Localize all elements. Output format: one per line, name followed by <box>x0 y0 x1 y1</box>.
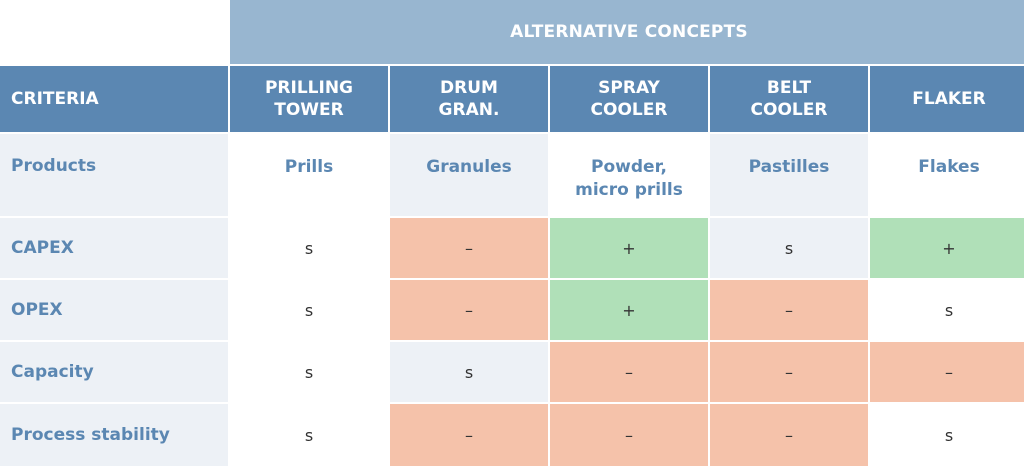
cell-opex-drum-gran: – <box>390 280 548 340</box>
cell-capacity-belt-cooler: – <box>710 342 868 402</box>
cell-capacity-prilling-tower: s <box>230 342 388 402</box>
cell-stability-belt-cooler: – <box>710 404 868 466</box>
column-header-belt-cooler: BELT COOLER <box>710 66 868 132</box>
criterion-capacity: Capacity <box>0 342 228 402</box>
column-header-spray-cooler: SPRAY COOLER <box>550 66 708 132</box>
cell-products-flaker: Flakes <box>870 134 1024 216</box>
cell-capex-spray-cooler: + <box>550 218 708 278</box>
column-header-drum-gran: DRUM GRAN. <box>390 66 548 132</box>
cell-opex-prilling-tower: s <box>230 280 388 340</box>
cell-capex-prilling-tower: s <box>230 218 388 278</box>
cell-stability-spray-cooler: – <box>550 404 708 466</box>
cell-stability-flaker: s <box>870 404 1024 466</box>
cell-products-spray-cooler: Powder, micro prills <box>550 134 708 216</box>
criterion-capex: CAPEX <box>0 218 228 278</box>
cell-opex-belt-cooler: – <box>710 280 868 340</box>
criterion-opex: OPEX <box>0 280 228 340</box>
column-header-prilling-tower: PRILLING TOWER <box>230 66 388 132</box>
alternative-concepts-header: ALTERNATIVE CONCEPTS <box>230 0 1024 64</box>
cell-opex-spray-cooler: + <box>550 280 708 340</box>
column-header-flaker: FLAKER <box>870 66 1024 132</box>
cell-stability-prilling-tower: s <box>230 404 388 466</box>
cell-products-prilling-tower: Prills <box>230 134 388 216</box>
criterion-products: Products <box>0 134 228 216</box>
top-left-blank <box>0 0 228 64</box>
cell-products-drum-gran: Granules <box>390 134 548 216</box>
criterion-process-stability: Process stability <box>0 404 228 466</box>
cell-stability-drum-gran: – <box>390 404 548 466</box>
cell-capacity-drum-gran: s <box>390 342 548 402</box>
cell-capex-drum-gran: – <box>390 218 548 278</box>
cell-capex-belt-cooler: s <box>710 218 868 278</box>
cell-opex-flaker: s <box>870 280 1024 340</box>
cell-products-belt-cooler: Pastilles <box>710 134 868 216</box>
cell-capex-flaker: + <box>870 218 1024 278</box>
criteria-header: CRITERIA <box>0 66 228 132</box>
cell-capacity-spray-cooler: – <box>550 342 708 402</box>
cell-capacity-flaker: – <box>870 342 1024 402</box>
